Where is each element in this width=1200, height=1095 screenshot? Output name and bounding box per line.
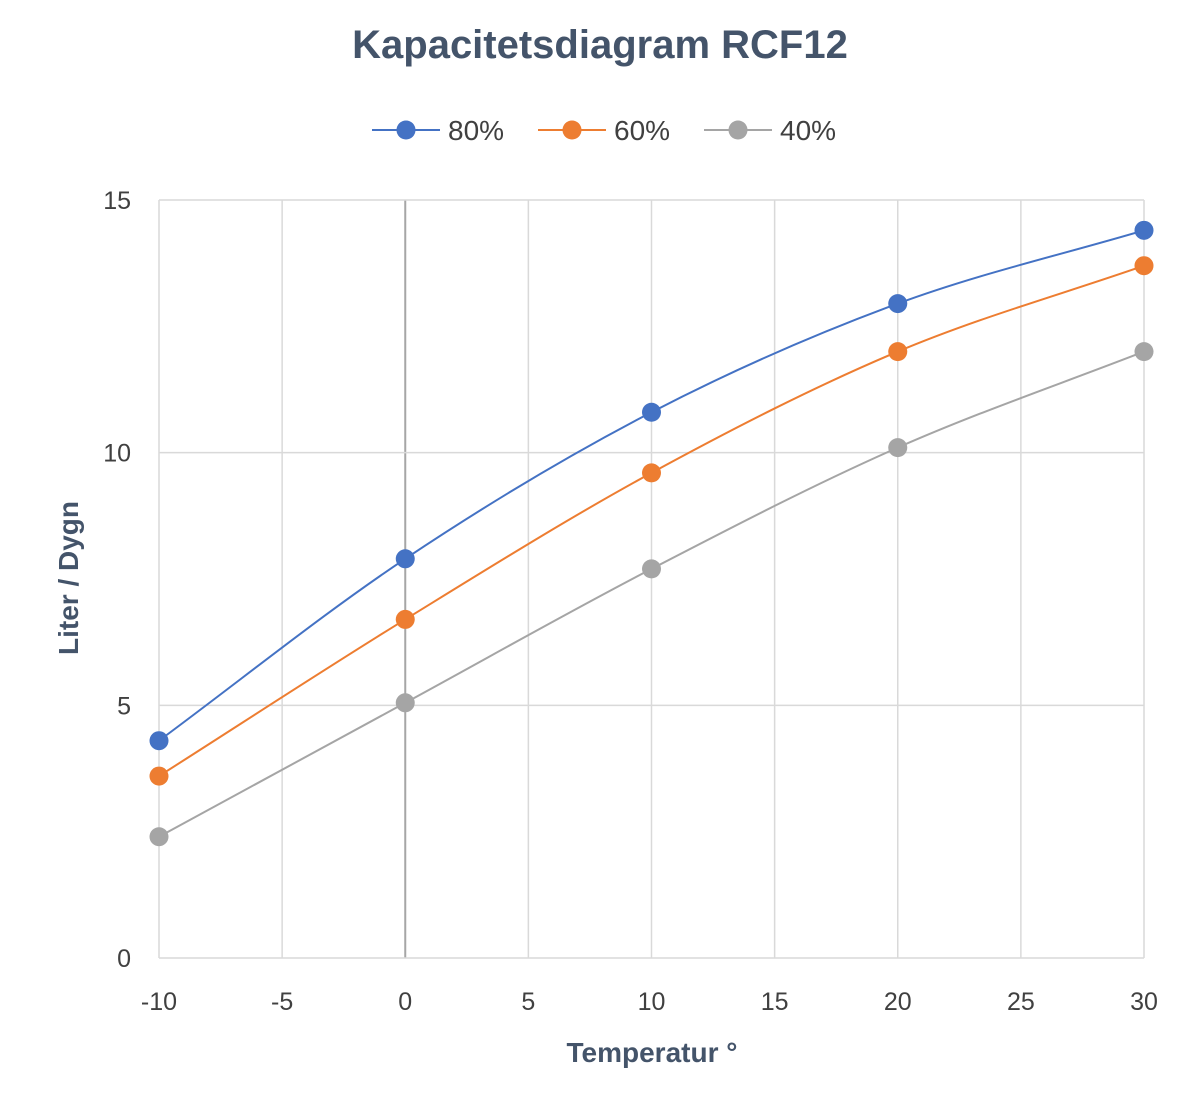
legend-marker [396, 120, 416, 140]
data-point [395, 549, 415, 569]
data-point [642, 463, 661, 483]
legend-label: 80% [448, 115, 504, 146]
data-point [395, 609, 415, 629]
data-point [888, 294, 908, 314]
data-point [888, 438, 908, 458]
data-point [149, 827, 169, 847]
x-tick-label: 25 [1007, 988, 1035, 1016]
y-tick-label: 5 [117, 692, 131, 720]
data-point [888, 342, 908, 362]
data-point [1134, 256, 1154, 276]
legend-label: 60% [614, 115, 670, 146]
chart-title: Kapacitetsdiagram RCF12 [352, 23, 848, 67]
x-tick-label: 30 [1130, 988, 1158, 1016]
legend: 80% 60% 40% [372, 115, 836, 146]
data-point [149, 731, 169, 751]
x-tick-label: 10 [638, 988, 666, 1016]
y-tick-label: 10 [103, 440, 131, 468]
data-point [1134, 342, 1154, 362]
legend-item: 60% [538, 115, 670, 146]
grid-layer [158, 199, 1145, 959]
data-point [395, 693, 415, 713]
x-tick-label: 5 [521, 988, 535, 1016]
data-point [642, 559, 661, 579]
x-tick-label: -5 [271, 988, 293, 1016]
legend-item: 40% [704, 115, 836, 146]
legend-label: 40% [780, 115, 836, 146]
series-60% [149, 256, 1154, 786]
x-axis-title: Temperatur ° [567, 1037, 738, 1068]
tick-labels: -10 -5 0 5 10 15 20 25 30 0 5 10 15 [103, 187, 1158, 1016]
legend-marker [728, 120, 748, 140]
y-tick-label: 15 [103, 187, 131, 215]
x-tick-label: -10 [141, 988, 177, 1016]
series-layer [149, 220, 1154, 847]
data-point [1134, 220, 1154, 240]
x-tick-label: 20 [884, 988, 912, 1016]
data-point [149, 766, 169, 786]
series-40% [149, 342, 1154, 847]
data-point [642, 402, 661, 422]
legend-marker [562, 120, 582, 140]
x-tick-label: 0 [398, 988, 412, 1016]
y-axis-title: Liter / Dygn [53, 501, 84, 655]
y-tick-label: 0 [117, 945, 131, 973]
legend-item: 80% [372, 115, 504, 146]
series-80% [149, 220, 1154, 751]
x-tick-label: 15 [761, 988, 789, 1016]
